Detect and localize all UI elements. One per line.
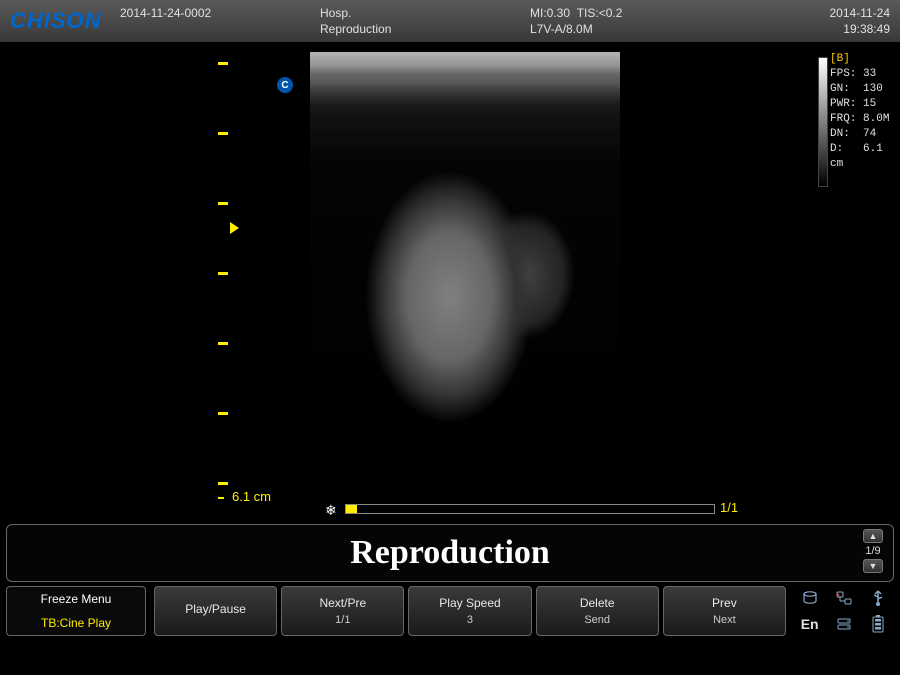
cine-count: 1/1 [720,500,738,515]
left-menu: Freeze Menu TB:Cine Play [6,586,146,636]
disk-icon[interactable] [802,590,818,606]
brand-logo: CHISON [10,8,120,34]
exam-date: 2014-11-24 [740,6,890,20]
next-pre-button[interactable]: Next/Pre1/1 [281,586,404,636]
preset-name: Reproduction [320,22,520,36]
play-pause-button[interactable]: Play/Pause [154,586,277,636]
freeze-menu-item[interactable]: Freeze Menu [7,587,145,611]
cine-progress[interactable] [345,504,715,514]
language-indicator[interactable]: En [801,616,819,632]
bottom-bar: Freeze Menu TB:Cine Play Play/Pause Next… [0,586,900,636]
network-icon[interactable] [836,590,852,606]
scan-area: 6.1 cm C [B] FPS: 33 GN: 130 PWR: 15 FRQ… [0,42,900,522]
imaging-params: [B] FPS: 33 GN: 130 PWR: 15 FRQ: 8.0M DN… [830,52,892,172]
orientation-marker: C [277,77,293,93]
page-count: 1/9 [865,545,880,557]
mode-label: [B] [830,52,892,67]
depth-readout: 6.1 cm [232,489,271,504]
delete-send-button[interactable]: DeleteSend [536,586,659,636]
header-info: 2014-11-24-0002 Hosp. MI:0.30 TIS:<0.2 2… [120,6,890,36]
page-up-button[interactable]: ▲ [863,529,883,543]
ultrasound-image [310,52,620,497]
page-title: Reproduction [350,534,550,572]
usb-icon[interactable] [871,589,885,607]
softkey-row: Play/Pause Next/Pre1/1 Play Speed3 Delet… [154,586,786,636]
hospital-label: Hosp. [320,6,520,20]
battery-icon [872,615,884,633]
play-speed-button[interactable]: Play Speed3 [408,586,531,636]
focus-marker-icon [230,222,239,234]
status-icons: En [794,586,894,636]
header-bar: CHISON 2014-11-24-0002 Hosp. MI:0.30 TIS… [0,0,900,42]
title-panel: Reproduction ▲ 1/9 ▼ [6,524,894,582]
cine-play-item[interactable]: TB:Cine Play [7,611,145,635]
mi-tis: MI:0.30 TIS:<0.2 [530,6,730,20]
exam-id: 2014-11-24-0002 [120,6,310,20]
grayscale-bar [818,57,828,187]
page-down-button[interactable]: ▼ [863,559,883,573]
exam-time: 19:38:49 [740,22,890,36]
freeze-icon: ❄ [325,502,337,519]
probe-name: L7V-A/8.0M [530,22,730,36]
page-nav: ▲ 1/9 ▼ [863,529,883,573]
prev-next-button[interactable]: PrevNext [663,586,786,636]
storage-icon[interactable] [836,616,852,632]
cine-progress-fill [346,505,357,513]
